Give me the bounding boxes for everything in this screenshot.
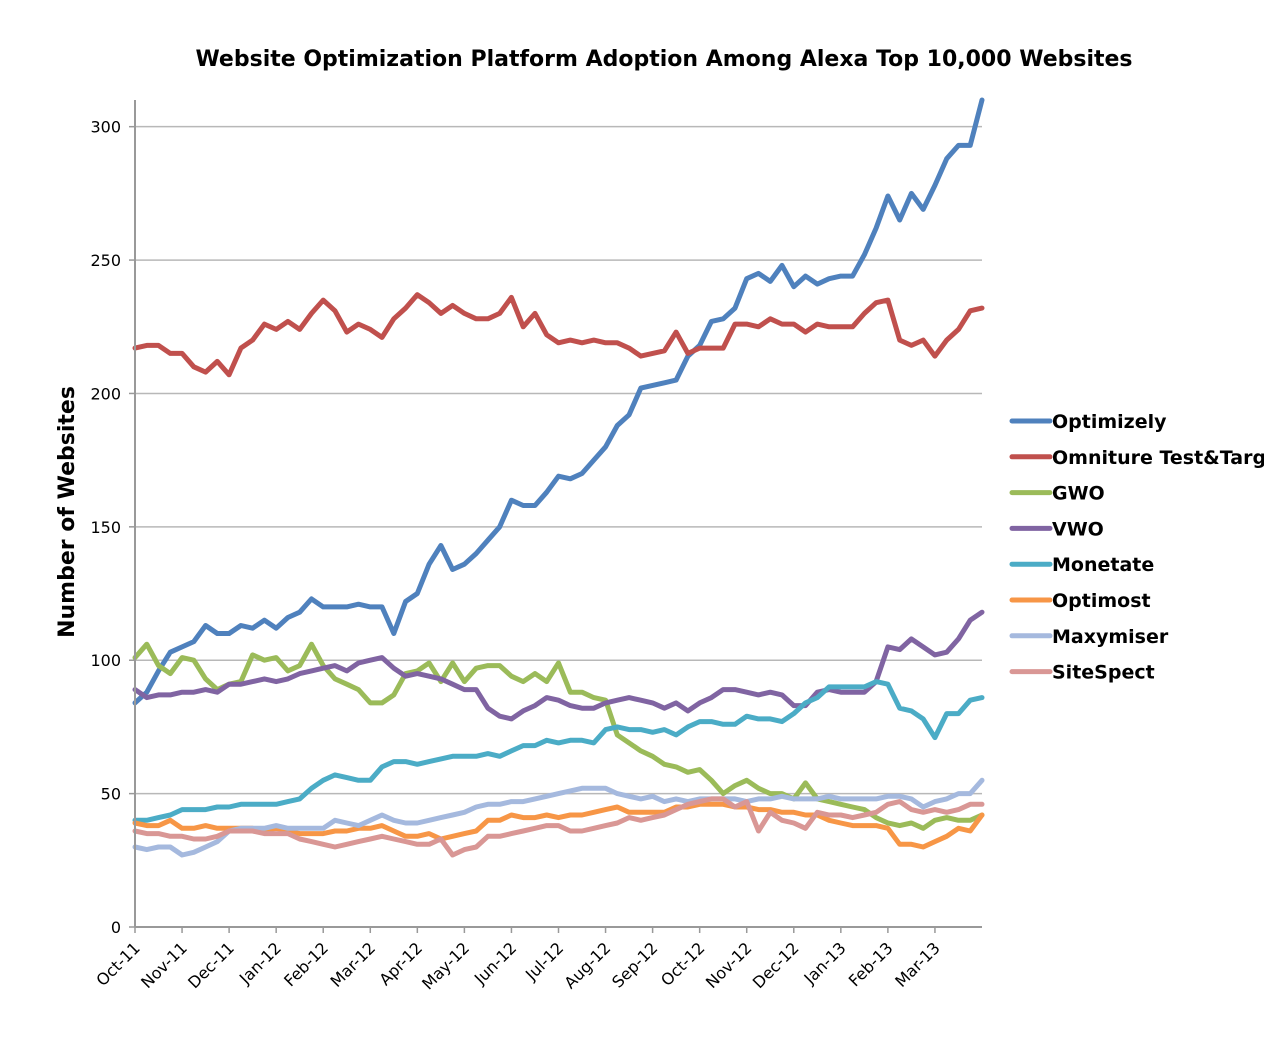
x-tick-label: Mar-12 xyxy=(327,938,380,991)
x-tick-label: Dec-11 xyxy=(184,938,238,992)
x-tick-label: Jan-13 xyxy=(800,938,850,988)
legend-label: Optimost xyxy=(1052,590,1151,612)
x-tick-label: Aug-12 xyxy=(560,938,614,992)
x-tick-label: Feb-13 xyxy=(845,938,897,990)
x-tick-label: Sep-12 xyxy=(608,938,661,991)
series-line-vwo xyxy=(132,609,985,722)
y-tick-label: 50 xyxy=(101,785,121,804)
x-tick-label: May-12 xyxy=(418,938,473,993)
y-tick-label: 0 xyxy=(111,918,121,937)
series-line-sitespect xyxy=(132,796,985,858)
x-ticks: Oct-11Nov-11Dec-11Jan-12Feb-12Mar-12Apr-… xyxy=(92,927,944,994)
y-ticks: 0 50 100 150 200 250 300 xyxy=(90,118,135,937)
series-line-maxymiser xyxy=(132,777,985,858)
y-tick-label: 250 xyxy=(90,251,121,270)
x-tick-label: Dec-12 xyxy=(749,938,803,992)
axes xyxy=(134,100,982,928)
y-tick-label: 150 xyxy=(90,518,121,537)
series-line-monetate xyxy=(132,679,985,823)
x-tick-label: Nov-12 xyxy=(702,938,756,992)
x-tick-label: Feb-12 xyxy=(280,938,332,990)
legend-label: Optimizely xyxy=(1052,411,1167,433)
legend-label: Omniture Test&Targ xyxy=(1052,447,1264,469)
x-tick-label: Jun-12 xyxy=(470,938,520,988)
y-tick-label: 100 xyxy=(90,651,121,670)
x-tick-label: Oct-11 xyxy=(92,938,143,989)
legend-label: GWO xyxy=(1052,483,1105,505)
x-tick-label: Jan-12 xyxy=(235,938,285,988)
series-lines xyxy=(132,97,985,858)
series-line-optimost xyxy=(132,801,985,850)
chart-title: Website Optimization Platform Adoption A… xyxy=(195,47,1132,72)
y-tick-label: 300 xyxy=(90,118,121,137)
x-tick-label: Mar-13 xyxy=(891,938,944,991)
y-tick-label: 200 xyxy=(90,384,121,403)
x-tick-label: Nov-11 xyxy=(137,938,191,992)
legend-label: Maxymiser xyxy=(1052,626,1169,648)
series-line-omniture-test-targ xyxy=(132,292,985,378)
x-tick-label: Oct-12 xyxy=(657,938,708,989)
legend-label: Monetate xyxy=(1052,554,1154,576)
legend: Optimizely Omniture Test&Targ GWO VWO Moneta… xyxy=(1009,411,1264,684)
series-line-optimizely xyxy=(132,97,985,706)
series-line-gwo xyxy=(132,641,985,831)
legend-label: SiteSpect xyxy=(1052,662,1155,684)
y-axis-label: Number of Websites xyxy=(55,386,80,638)
legend-label: VWO xyxy=(1052,518,1104,540)
